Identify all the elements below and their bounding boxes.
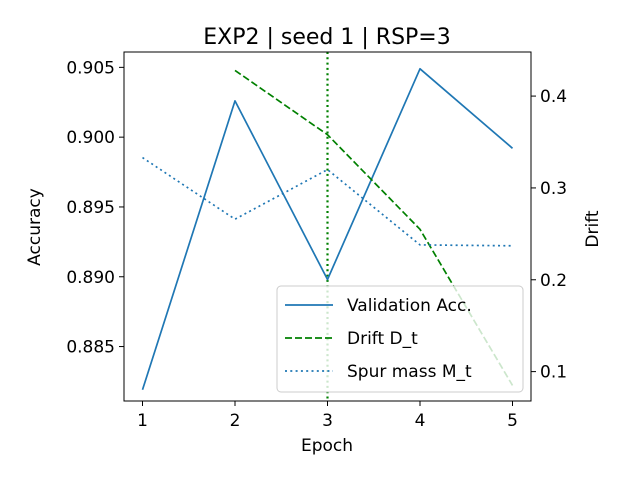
y2-axis-label: Drift <box>583 210 603 247</box>
x-tick-label-1: 2 <box>230 411 241 431</box>
series-line-0 <box>141 67 514 391</box>
x-tick-label-0: 1 <box>137 411 148 431</box>
x-tick-label-4: 5 <box>507 411 518 431</box>
y2-tick-label-2: 0.3 <box>540 179 567 199</box>
legend: Validation Acc. Drift D_t Spur mass M_t <box>276 285 524 393</box>
y-axis-label: Accuracy <box>25 188 45 266</box>
x-axis-label: Epoch <box>301 436 353 456</box>
legend-label-0: Validation Acc. <box>347 296 472 316</box>
y2-tick-label-0: 0.1 <box>540 363 567 383</box>
legend-label-1: Drift D_t <box>347 329 418 349</box>
y-tick-label-0: 0.885 <box>66 338 115 358</box>
legend-label-2: Spur mass M_t <box>347 362 472 382</box>
y-tick-label-4: 0.905 <box>66 58 115 78</box>
chart-title: EXP2 | seed 1 | RSP=3 <box>203 25 450 50</box>
y-tick-label-2: 0.895 <box>66 198 115 218</box>
y-tick-label-1: 0.890 <box>66 268 115 288</box>
y2-tick-label-3: 0.4 <box>540 87 567 107</box>
series-line-2 <box>142 156 513 247</box>
x-tick-label-3: 4 <box>415 411 426 431</box>
y2-tick-label-1: 0.2 <box>540 271 567 291</box>
y-tick-label-3: 0.900 <box>66 128 115 148</box>
legend-box <box>276 285 524 393</box>
x-tick-label-2: 3 <box>322 411 333 431</box>
